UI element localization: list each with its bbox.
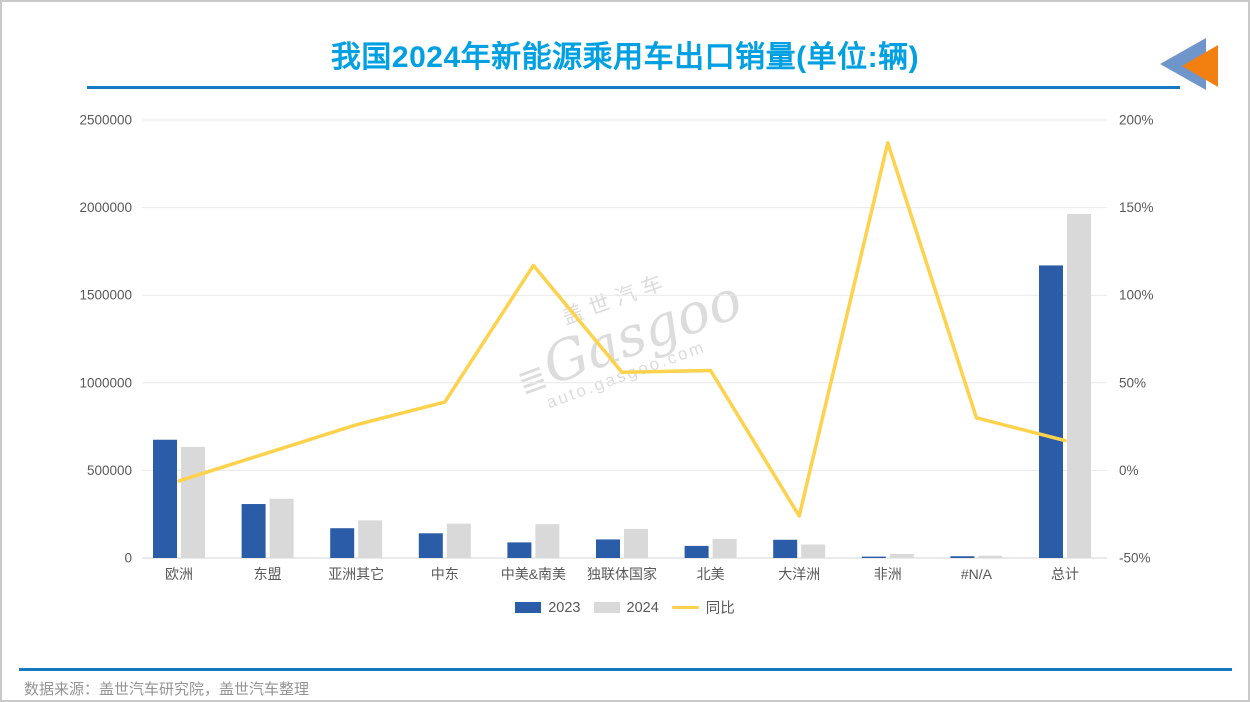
bar-2023-2 (330, 528, 355, 558)
bar-2024-8 (889, 553, 914, 558)
bar-2024-9 (978, 555, 1003, 558)
category-label: 东盟 (254, 566, 282, 582)
category-label: 总计 (1051, 566, 1079, 582)
bar-2024-3 (446, 523, 471, 558)
logo-orange-triangle-icon (1182, 45, 1218, 87)
legend-label-yoy: 同比 (705, 601, 735, 617)
category-label: 非洲 (874, 566, 902, 582)
chart-area: 0 -50% 500000 0% 1000000 50% 1500000 100% 200000… (79, 113, 1154, 583)
right-axis-tick: -50% (1119, 551, 1151, 566)
bar-2023-6 (684, 545, 709, 558)
left-axis-tick: 1000000 (79, 375, 132, 390)
gasgoo-arrows-logo (1160, 38, 1218, 90)
right-axis-tick: 200% (1119, 113, 1154, 128)
category-label: 独联体国家 (587, 566, 657, 582)
legend-swatch-yoy-line (671, 605, 699, 610)
bar-2023-5 (596, 539, 620, 558)
category-label: 北美 (697, 566, 725, 582)
title-underline (87, 86, 1180, 89)
bar-2024-10 (1067, 213, 1091, 558)
bar-2024-4 (535, 524, 560, 558)
left-axis-tick: 2500000 (79, 113, 132, 128)
right-axis-tick: 150% (1119, 200, 1154, 215)
left-axis-tick: 500000 (87, 463, 132, 478)
bar-2023-1 (241, 504, 266, 558)
category-label: 大洋洲 (778, 566, 820, 582)
bar-2024-2 (358, 520, 383, 558)
page-title: 我国2024年新能源乘用车出口销量(单位:辆) (330, 41, 920, 74)
bar-2023-3 (418, 533, 443, 558)
legend-item-2023: 2023 (515, 599, 581, 616)
category-label: 中东 (431, 566, 459, 582)
legend-label-2024: 2024 (626, 599, 659, 616)
right-axis-tick: 50% (1119, 375, 1146, 390)
bar-2024-5 (624, 528, 648, 558)
bar-2023-7 (773, 539, 798, 558)
right-axis-tick: 0% (1119, 463, 1139, 478)
right-axis-tick: 100% (1119, 288, 1154, 303)
bar-2024-7 (801, 544, 826, 558)
category-label: 欧洲 (165, 566, 193, 582)
bar-2024-6 (712, 538, 737, 558)
chart-legend: 2023 2024 同比 (2, 597, 1248, 618)
bar-2023-8 (861, 556, 886, 558)
logo-blue-triangle-icon (1160, 38, 1206, 90)
bar-2024-0 (181, 446, 205, 558)
footer-divider (19, 668, 1232, 671)
legend-item-yoy: 同比 (671, 597, 735, 618)
legend-item-2024: 2024 (593, 599, 659, 616)
legend-label-2023: 2023 (548, 599, 581, 616)
category-label: 中美&南美 (501, 566, 566, 582)
bar-2023-4 (507, 542, 532, 558)
category-label: #N/A (961, 566, 993, 582)
bar-2023-9 (950, 556, 975, 558)
data-source-text: 数据来源：盖世汽车研究院，盖世汽车整理 (24, 681, 310, 698)
bar-2023-0 (153, 439, 177, 558)
left-axis-tick: 1500000 (79, 288, 132, 303)
legend-swatch-2024 (593, 602, 620, 613)
bar-2023-10 (1039, 265, 1063, 558)
legend-swatch-2023 (515, 602, 542, 613)
left-axis-tick: 0 (124, 551, 132, 566)
left-axis-tick: 2000000 (79, 200, 132, 215)
category-label: 亚洲其它 (328, 566, 384, 582)
bar-2024-1 (269, 498, 294, 558)
yoy-line (177, 141, 1067, 518)
